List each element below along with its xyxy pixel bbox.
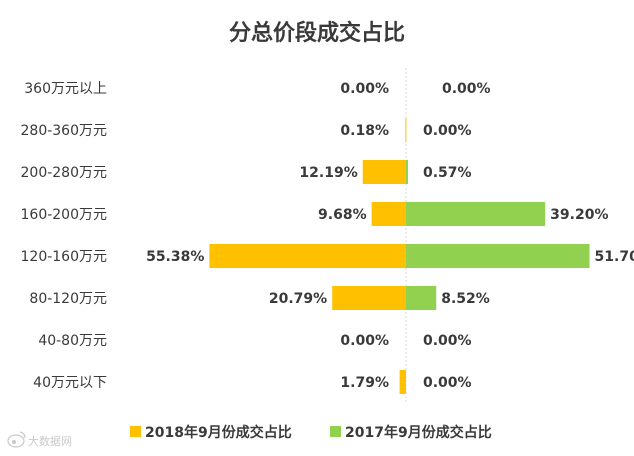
value-label: 0.00%: [340, 81, 389, 97]
bar-left[interactable]: [332, 286, 406, 310]
value-label: 51.70%: [595, 249, 634, 265]
value-label: 1.79%: [340, 375, 389, 391]
watermark-text: 大数据网: [28, 434, 72, 448]
bar-left[interactable]: [362, 160, 406, 184]
category-label: 120-160万元: [21, 249, 108, 265]
bar-left[interactable]: [405, 118, 407, 142]
value-label: 8.52%: [441, 291, 490, 307]
category-labels: 360万元以上 280-360万元 200-280万元 160-200万元 120-16…: [21, 81, 108, 391]
value-label: 12.19%: [299, 165, 357, 181]
category-label: 160-200万元: [21, 207, 108, 223]
value-label: 0.00%: [442, 81, 491, 97]
watermark: 大数据网: [7, 431, 72, 448]
value-label: 0.00%: [423, 375, 472, 391]
value-label: 0.57%: [423, 165, 472, 181]
value-label: 0.00%: [340, 333, 389, 349]
bar-right[interactable]: [406, 244, 590, 268]
value-label: 20.79%: [269, 291, 327, 307]
category-label: 360万元以上: [24, 81, 107, 97]
bar-left[interactable]: [399, 370, 406, 394]
category-label: 280-360万元: [21, 123, 108, 139]
legend-item-2017[interactable]: 2017年9月份成交占比: [330, 424, 492, 441]
category-label: 80-120万元: [29, 291, 107, 307]
weibo-icon: [7, 431, 26, 448]
legend-swatch-2018: [130, 426, 141, 437]
legend-item-2018[interactable]: 2018年9月份成交占比: [130, 424, 292, 441]
value-label: 39.20%: [550, 207, 608, 223]
bar-left[interactable]: [371, 202, 406, 226]
value-label: 0.00%: [423, 333, 472, 349]
value-label: 0.00%: [423, 123, 472, 139]
bar-right[interactable]: [406, 202, 546, 226]
value-label: 55.38%: [146, 249, 204, 265]
legend-label-2018: 2018年9月份成交占比: [145, 424, 292, 441]
legend: 2018年9月份成交占比 2017年9月份成交占比: [130, 424, 492, 441]
category-label: 40万元以下: [33, 375, 107, 391]
value-labels: 0.00% 0.18% 12.19% 9.68% 55.38% 20.79% 0.00% 1.…: [146, 81, 634, 391]
bar-left[interactable]: [209, 244, 406, 268]
value-label: 0.18%: [340, 123, 389, 139]
value-label: 9.68%: [318, 207, 367, 223]
category-label: 40-80万元: [38, 333, 107, 349]
chart-title: 分总价段成交占比: [229, 20, 405, 46]
legend-label-2017: 2017年9月份成交占比: [345, 424, 492, 441]
bar-right[interactable]: [406, 160, 409, 184]
category-label: 200-280万元: [21, 165, 108, 181]
bars: [209, 118, 590, 394]
bar-right[interactable]: [406, 286, 437, 310]
legend-swatch-2017: [330, 426, 341, 437]
